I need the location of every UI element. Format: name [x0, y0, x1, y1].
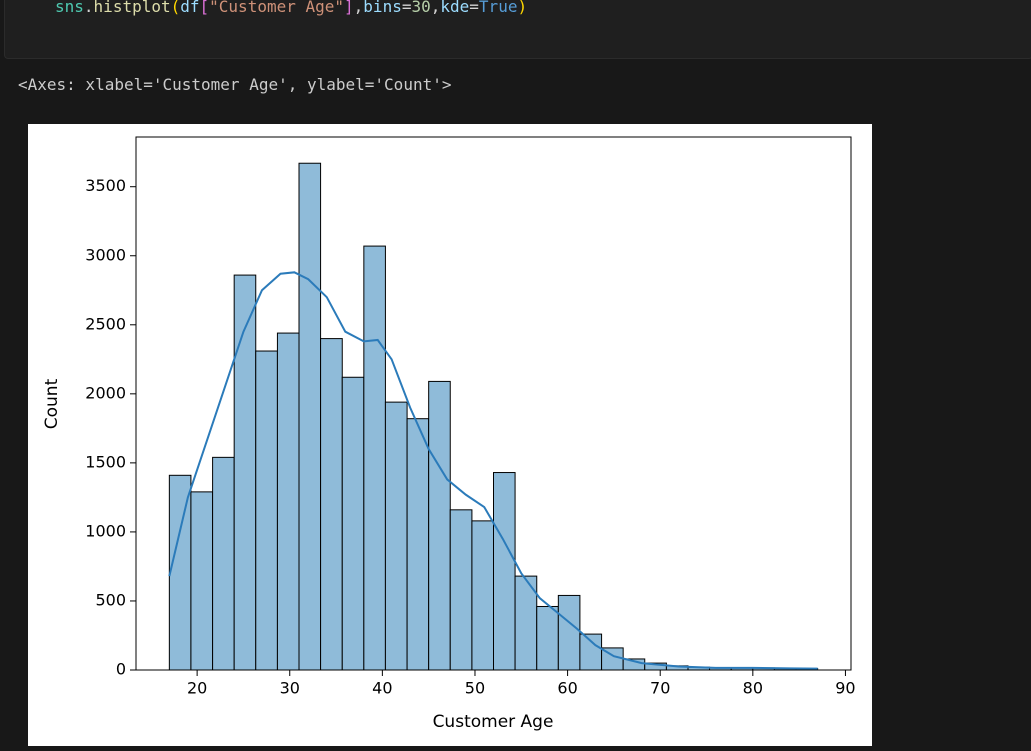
- y-tick-label: 1000: [85, 521, 126, 540]
- bar: [536, 605, 559, 671]
- x-tick-label: 30: [280, 679, 300, 698]
- y-tick-label: 500: [95, 590, 126, 609]
- kde-line: [168, 271, 818, 670]
- code-token: sns: [55, 0, 84, 16]
- x-tick-label: 60: [557, 679, 577, 698]
- bar: [557, 594, 581, 671]
- y-tick-label: 3500: [85, 176, 126, 195]
- x-tick-label: 40: [372, 679, 392, 698]
- code-token: True: [478, 0, 518, 16]
- y-tick-label: 2500: [85, 314, 126, 333]
- x-tick-label: 50: [465, 679, 485, 698]
- x-axis-label: Customer Age: [433, 712, 554, 732]
- y-tick-label: 2000: [85, 383, 126, 402]
- output-text: <Axes: xlabel='Customer Age', ylabel='Co…: [18, 75, 452, 94]
- bar: [449, 509, 473, 671]
- code-token: histplot: [93, 0, 171, 16]
- bar: [579, 633, 603, 671]
- code-cell[interactable]: [4, 0, 1031, 59]
- bar: [406, 418, 430, 671]
- y-tick-label: 1500: [85, 452, 126, 471]
- plot-frame: [135, 136, 852, 671]
- x-tick-label: 70: [650, 679, 670, 698]
- bar: [363, 245, 386, 671]
- code-token: kde: [440, 0, 470, 16]
- y-tick-label: 0: [116, 660, 126, 679]
- code-token: ,: [353, 0, 364, 16]
- bar: [384, 401, 408, 671]
- bar: [233, 274, 257, 671]
- code-token: =: [469, 0, 479, 16]
- bar: [212, 456, 235, 671]
- bar: [320, 338, 343, 671]
- chart: Customer Age Count 0 500 1000 1500 2000 2500 3…: [28, 124, 872, 746]
- bar: [168, 474, 192, 671]
- bar: [276, 332, 300, 671]
- bar: [341, 376, 365, 671]
- bar: [190, 491, 214, 671]
- code-token: bins: [363, 0, 402, 16]
- code-token: "Customer Age": [209, 0, 345, 16]
- bar: [428, 380, 451, 671]
- code-token: =: [401, 0, 412, 16]
- x-tick-label: 90: [835, 679, 855, 698]
- x-tick-label: 20: [187, 679, 207, 698]
- bar: [471, 520, 495, 671]
- code-token: (: [170, 0, 181, 16]
- code-token: [: [199, 0, 210, 16]
- bar: [493, 472, 516, 671]
- y-axis-label: Count: [42, 378, 62, 429]
- bar: [255, 350, 278, 671]
- y-tick-label: 3000: [85, 245, 126, 264]
- code-token: .: [83, 0, 94, 16]
- bar: [298, 162, 322, 671]
- code-token: df: [180, 0, 200, 16]
- code-token: ,: [430, 0, 441, 16]
- code-token: ): [517, 0, 528, 16]
- code-token: 30: [411, 0, 431, 16]
- code-line: sns.histplot(df["Customer Age"],bins=30,…: [55, 0, 527, 16]
- x-tick-label: 80: [743, 679, 763, 698]
- code-token: ]: [344, 0, 354, 16]
